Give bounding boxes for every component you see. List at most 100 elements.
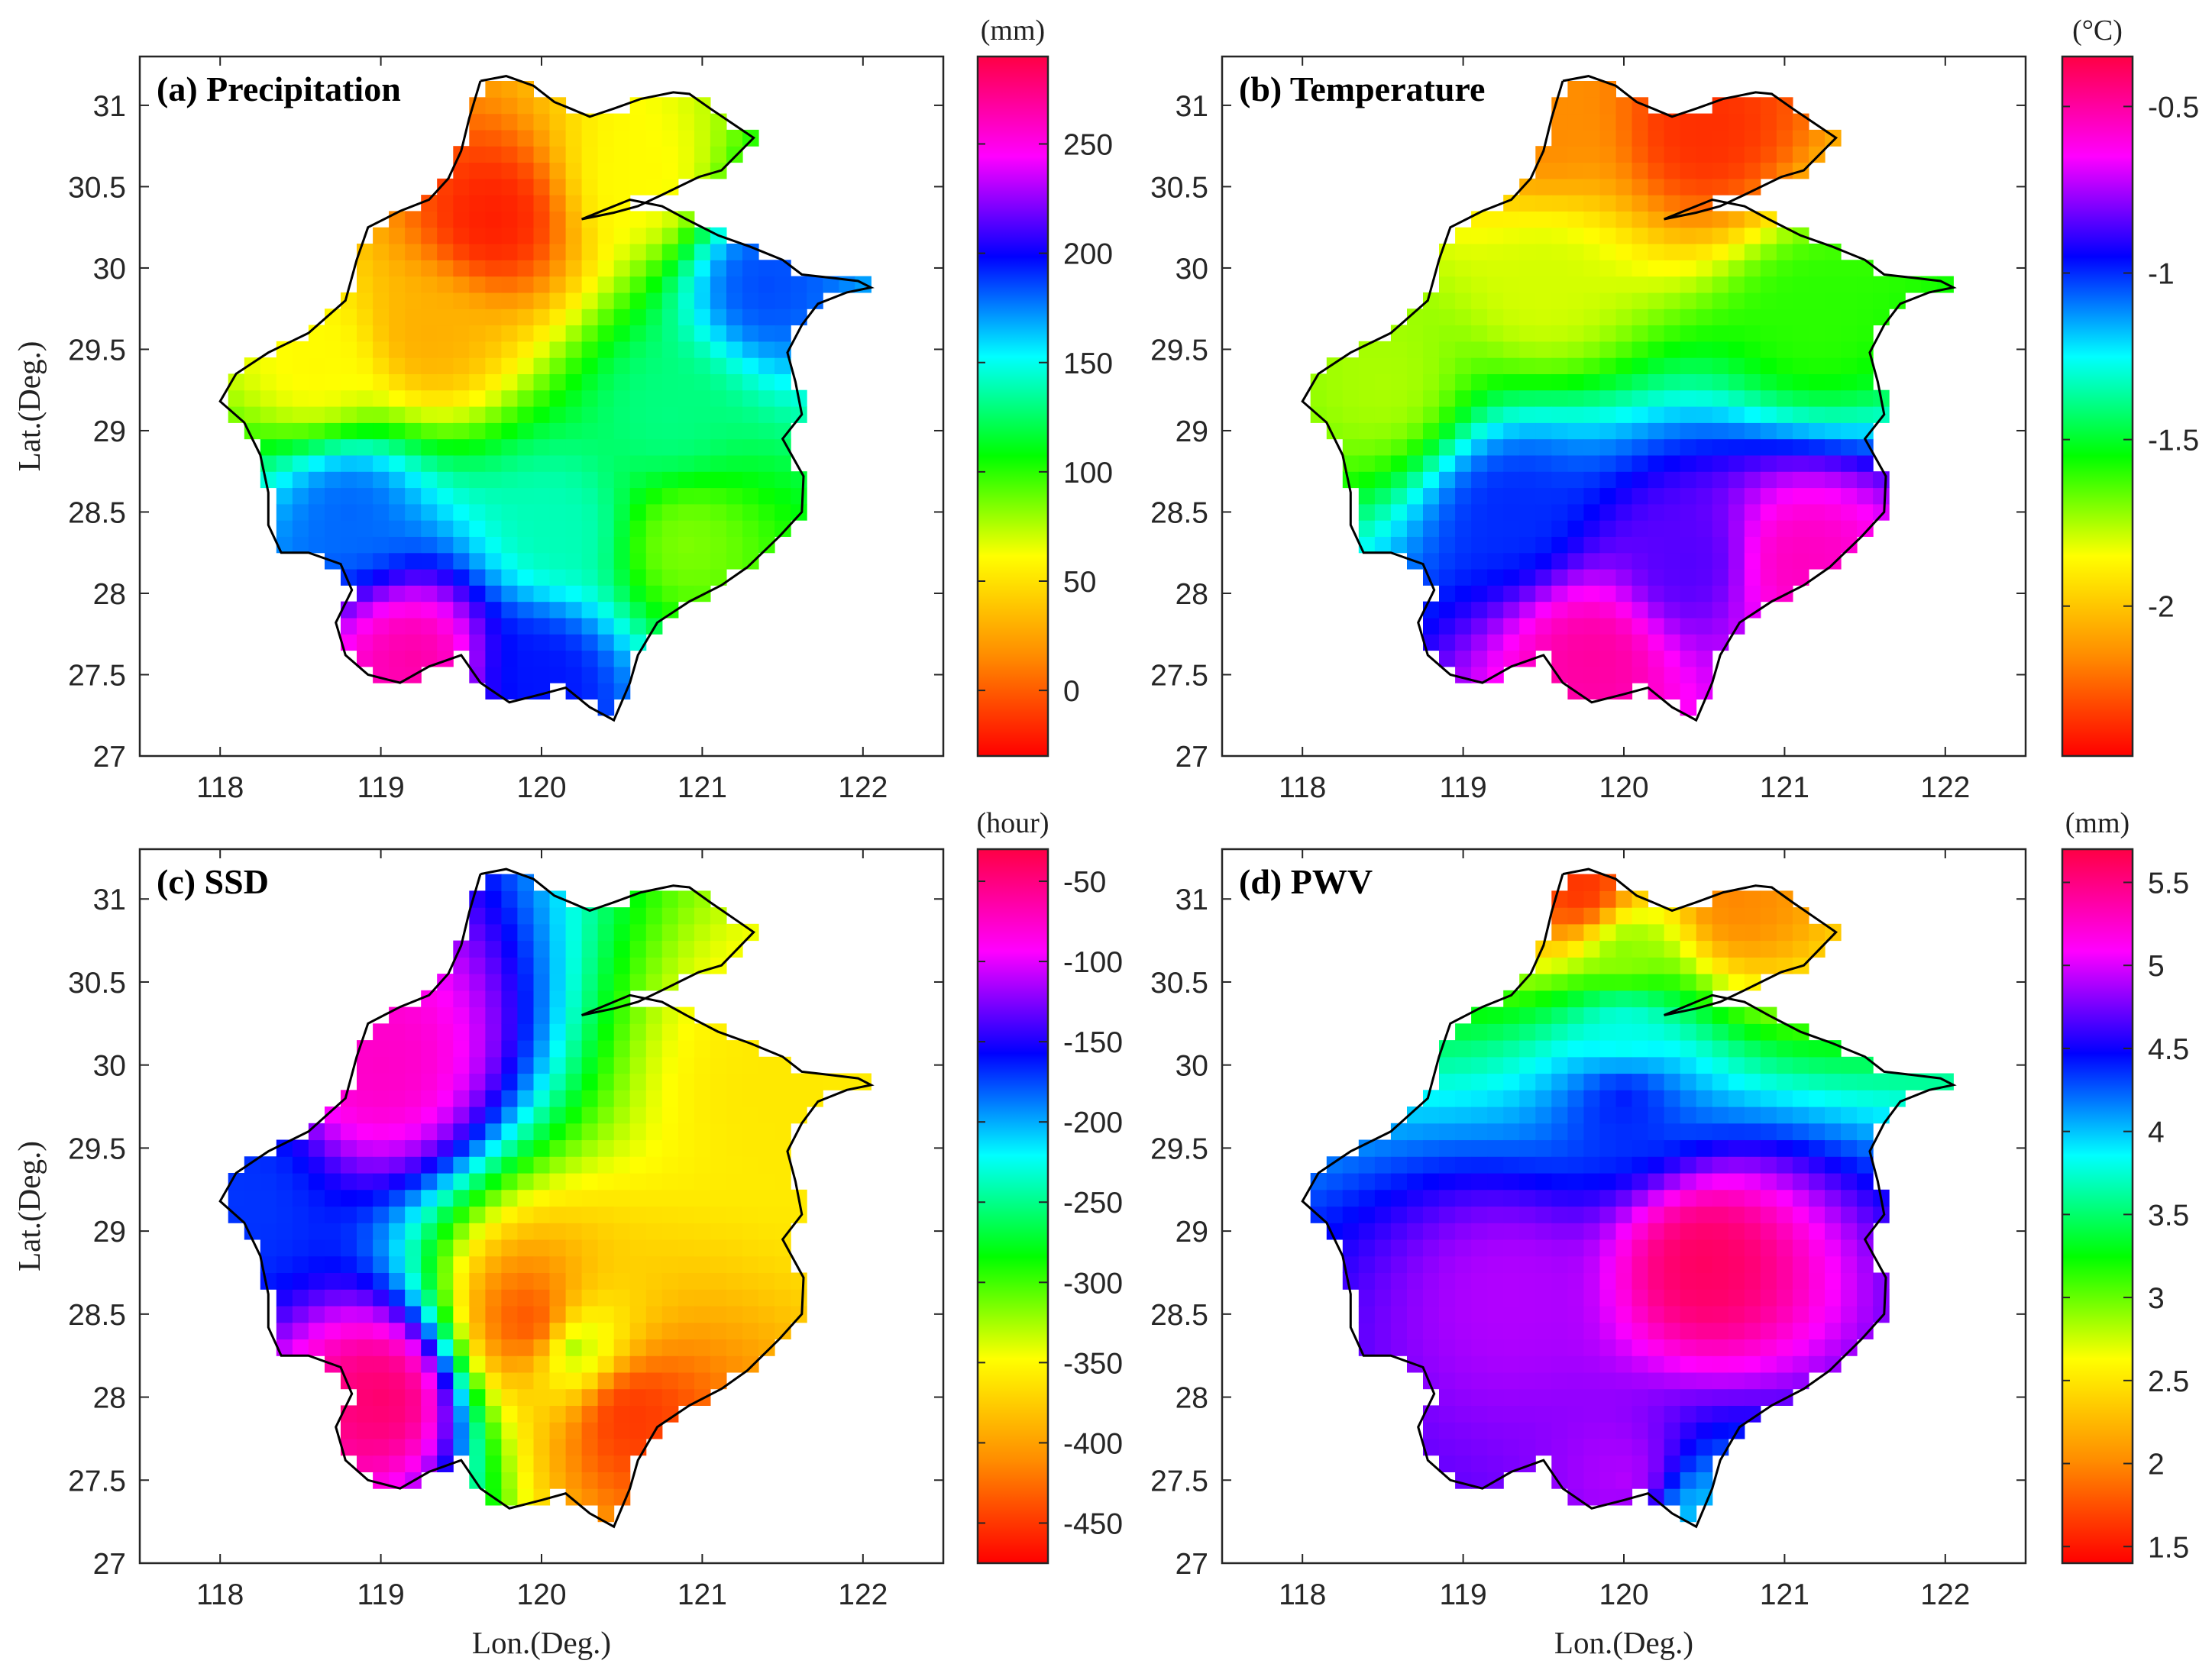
heatmap-cell	[1583, 309, 1600, 326]
heatmap-cell	[1503, 1073, 1520, 1090]
heatmap-cell	[1664, 1156, 1681, 1174]
heatmap-cell	[613, 569, 631, 586]
heatmap-cell	[1632, 650, 1649, 667]
heatmap-cell	[1487, 227, 1504, 244]
heatmap-cell	[581, 1156, 599, 1174]
heatmap-cell	[421, 1371, 438, 1390]
heatmap-cell	[1857, 471, 1874, 489]
heatmap-cell	[469, 1006, 486, 1024]
heatmap-cell	[1439, 503, 1456, 521]
heatmap-cell	[1825, 1073, 1842, 1090]
heatmap-cell	[1648, 923, 1665, 942]
heatmap-cell	[1487, 552, 1504, 570]
heatmap-cell	[373, 585, 390, 603]
heatmap-cell	[549, 601, 567, 619]
heatmap-cell	[1615, 162, 1633, 179]
heatmap-cell	[453, 195, 470, 212]
heatmap-cell	[485, 81, 502, 98]
heatmap-cell	[501, 341, 518, 358]
heatmap-cell	[389, 227, 406, 244]
heatmap-cell	[1680, 1371, 1697, 1390]
heatmap-cell	[1648, 195, 1665, 212]
heatmap-cell	[1358, 357, 1376, 374]
heatmap-cell	[1696, 1173, 1713, 1191]
heatmap-cell	[389, 617, 406, 635]
heatmap-cell	[1503, 487, 1520, 505]
heatmap-cell	[453, 1006, 470, 1024]
heatmap-cell	[1696, 1223, 1713, 1240]
heatmap-cell	[1712, 146, 1729, 163]
heatmap-cell	[678, 1289, 695, 1307]
heatmap-cell	[1535, 1123, 1552, 1141]
heatmap-cell	[421, 1239, 438, 1257]
heatmap-cell	[1535, 260, 1552, 277]
heatmap-cell	[1776, 438, 1793, 456]
heatmap-cell	[1567, 1090, 1584, 1107]
heatmap-cell	[533, 422, 551, 440]
heatmap-cell	[469, 617, 486, 635]
heatmap-cell	[517, 1322, 534, 1339]
heatmap-cell	[565, 1472, 583, 1489]
heatmap-cell	[1841, 487, 1858, 505]
heatmap-cell	[597, 471, 615, 489]
heatmap-cell	[661, 974, 679, 991]
heatmap-cell	[1599, 552, 1616, 570]
heatmap-cell	[341, 552, 357, 570]
y-tick-label: 28	[93, 578, 126, 611]
heatmap-cell	[1809, 357, 1826, 374]
heatmap-cell	[1648, 503, 1665, 521]
heatmap-cell	[1744, 890, 1761, 908]
heatmap-cell	[1857, 1239, 1874, 1257]
heatmap-cell	[1680, 276, 1697, 293]
heatmap-cell	[1390, 454, 1408, 472]
heatmap-cell	[581, 341, 599, 358]
heatmap-cell	[613, 1488, 631, 1506]
heatmap-cell	[581, 1488, 599, 1506]
heatmap-cell	[517, 244, 534, 260]
heatmap-cell	[437, 585, 454, 603]
heatmap-cell	[1599, 1123, 1616, 1141]
heatmap-cell	[1728, 309, 1745, 326]
heatmap-cell	[357, 389, 374, 407]
heatmap-cell	[1551, 309, 1568, 326]
heatmap-cell	[389, 276, 406, 293]
heatmap-cell	[1696, 276, 1713, 293]
heatmap-cell	[1712, 585, 1729, 603]
heatmap-cell	[1599, 1156, 1616, 1174]
heatmap-cell	[678, 890, 695, 908]
heatmap-cell	[533, 1139, 551, 1157]
heatmap-cell	[1760, 1056, 1777, 1074]
heatmap-cell	[453, 1422, 470, 1439]
heatmap-cell	[533, 1405, 551, 1423]
heatmap-cell	[1664, 1355, 1681, 1373]
heatmap-cell	[1342, 438, 1360, 456]
heatmap-cell	[1423, 373, 1440, 391]
heatmap-cell	[1712, 1438, 1729, 1456]
heatmap-cell	[469, 113, 486, 131]
heatmap-cell	[1519, 1023, 1536, 1041]
heatmap-cell	[1792, 520, 1809, 537]
heatmap-cell	[469, 1223, 486, 1240]
heatmap-cell	[1567, 129, 1584, 147]
heatmap-cell	[1551, 1056, 1568, 1074]
heatmap-cell	[1615, 1322, 1633, 1339]
heatmap-cell	[437, 536, 454, 554]
heatmap-cell	[1712, 907, 1729, 925]
heatmap-cell	[694, 276, 711, 293]
heatmap-cell	[1728, 923, 1745, 942]
heatmap-cell	[1374, 454, 1392, 472]
heatmap-cell	[1825, 1107, 1842, 1124]
heatmap-cell	[1825, 357, 1842, 374]
heatmap-cell	[1471, 1405, 1488, 1423]
heatmap-cell	[1809, 552, 1826, 570]
heatmap-cell	[565, 1040, 583, 1058]
heatmap-cell	[1760, 227, 1777, 244]
heatmap-cell	[485, 1438, 502, 1456]
heatmap-cell	[1519, 585, 1536, 603]
heatmap-cell	[357, 292, 374, 309]
heatmap-cell	[581, 227, 599, 244]
heatmap-cell	[645, 1371, 663, 1390]
heatmap-cell	[1615, 1239, 1633, 1257]
heatmap-cell	[678, 1223, 695, 1240]
heatmap-cell	[1599, 536, 1616, 554]
